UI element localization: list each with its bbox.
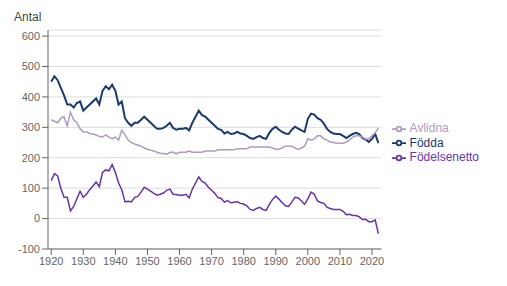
svg-text:500: 500	[22, 60, 40, 72]
svg-text:100: 100	[22, 182, 40, 194]
html-text:Antal: Antal	[14, 10, 42, 24]
svg-text:2010: 2010	[328, 255, 352, 267]
svg-text:300: 300	[22, 121, 40, 133]
svg-text:1950: 1950	[135, 255, 159, 267]
html-text:Födda: Födda	[409, 135, 444, 150]
svg-text:1940: 1940	[103, 255, 127, 267]
svg-text:1960: 1960	[167, 255, 191, 267]
html-text:Födelsenetto: Födelsenetto	[409, 150, 479, 165]
svg-text:200: 200	[22, 152, 40, 164]
svg-text:2000: 2000	[296, 255, 320, 267]
svg-text:600: 600	[22, 30, 40, 42]
svg-text:0: 0	[34, 212, 40, 224]
svg-text:1970: 1970	[199, 255, 223, 267]
svg-text:1930: 1930	[71, 255, 95, 267]
svg-text:1980: 1980	[231, 255, 255, 267]
svg-text:2020: 2020	[360, 255, 384, 267]
html-text:Avlidna: Avlidna	[409, 120, 449, 135]
svg-text:400: 400	[22, 91, 40, 103]
svg-text:-100: -100	[18, 243, 40, 255]
svg-text:1990: 1990	[264, 255, 288, 267]
svg-text:1920: 1920	[39, 255, 63, 267]
